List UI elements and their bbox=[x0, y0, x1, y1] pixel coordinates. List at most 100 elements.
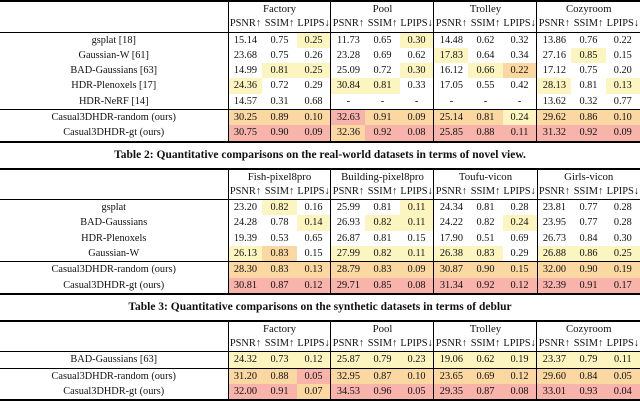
value-cell: 0.96 bbox=[365, 383, 400, 401]
value-cell: 25.09 bbox=[330, 63, 366, 79]
value-cell: 0.08 bbox=[399, 277, 434, 294]
corner-cell bbox=[0, 16, 228, 33]
metric-header: SSIM↑ bbox=[571, 16, 606, 33]
value-cell: 0.81 bbox=[365, 78, 400, 94]
value-cell: 13.86 bbox=[536, 32, 572, 48]
metric-header: LPIPS↓ bbox=[296, 16, 331, 33]
value-cell: 0.84 bbox=[571, 367, 606, 384]
value-cell: 32.36 bbox=[330, 125, 366, 142]
value-cell: 0.24 bbox=[502, 215, 537, 231]
value-cell: 0.34 bbox=[510, 49, 529, 61]
value-cell: 0.23 bbox=[399, 351, 434, 369]
value-cell: 0.17 bbox=[605, 277, 640, 294]
metric-header: PSNR↑ bbox=[227, 335, 263, 353]
value-cell: 0.26 bbox=[304, 49, 323, 61]
dataset-group-header: Toufu-vicon bbox=[433, 168, 537, 184]
metric-header: SSIM↑ bbox=[571, 183, 606, 201]
value-cell: 24.34 bbox=[433, 199, 469, 216]
value-cell: 34.53 bbox=[330, 383, 366, 401]
metric-header: LPIPS↓ bbox=[605, 16, 640, 33]
value-cell: 0.33 bbox=[407, 80, 426, 92]
dataset-group-header: Trolley bbox=[433, 320, 537, 336]
method-label: HDR-Plenoxels [17] bbox=[71, 80, 157, 92]
value-cell: 0.25 bbox=[296, 63, 331, 79]
value-cell: 0.12 bbox=[296, 277, 331, 294]
value-cell: 0.91 bbox=[571, 277, 606, 294]
value-cell: 0.62 bbox=[468, 351, 503, 369]
results-table: Factory Pool Trolley Cozyroom PSNR↑ SSIM↑ LPIP… bbox=[0, 319, 640, 402]
value-cell: 0.78 bbox=[270, 217, 289, 229]
value-cell: 0.15 bbox=[407, 232, 426, 244]
dataset-group-header: Pool bbox=[330, 320, 434, 336]
value-cell: 32.95 bbox=[330, 367, 366, 384]
method-label: gsplat [18] bbox=[91, 34, 136, 46]
metric-header: SSIM↑ bbox=[262, 183, 297, 201]
value-cell: 17.90 bbox=[433, 230, 469, 246]
method-label: Gaussian-W bbox=[88, 247, 140, 259]
value-cell: 14.48 bbox=[433, 32, 469, 48]
value-cell: 19.39 bbox=[227, 230, 263, 246]
value-cell: 0.72 bbox=[270, 80, 289, 92]
value-cell: 0.92 bbox=[468, 277, 503, 294]
value-cell: 0.12 bbox=[502, 367, 537, 384]
value-cell: 26.88 bbox=[536, 245, 572, 262]
missing-value-cell: - bbox=[433, 93, 469, 110]
value-cell: 0.93 bbox=[571, 383, 606, 401]
metric-header: PSNR↑ bbox=[536, 183, 572, 201]
value-cell: 0.25 bbox=[296, 32, 331, 48]
value-cell: 14.57 bbox=[227, 93, 263, 110]
baseline-row: Gaussian-W 26.13 0.83 0.15 27.99 0.82 0.11 26.3… bbox=[0, 245, 640, 262]
value-cell: 0.28 bbox=[613, 202, 632, 214]
value-cell: 26.93 bbox=[330, 215, 366, 231]
value-cell: 33.01 bbox=[536, 383, 572, 401]
value-cell: 0.75 bbox=[270, 49, 289, 61]
value-cell: 0.82 bbox=[365, 245, 400, 262]
value-cell: 0.83 bbox=[365, 261, 400, 278]
value-cell: 0.82 bbox=[476, 217, 495, 229]
value-cell: 0.69 bbox=[468, 367, 503, 384]
table-2-caption: Table 2: Quantitative comparisons on the… bbox=[114, 148, 526, 161]
corner-cell bbox=[0, 335, 228, 353]
value-cell: 0.19 bbox=[605, 261, 640, 278]
method-label: BAD-Gaussians bbox=[80, 217, 148, 229]
table-3-caption: Table 3: Quantitative comparisons on the… bbox=[128, 300, 512, 313]
method-label: Casual3DHDR-gt (ours) bbox=[63, 127, 165, 139]
method-label: HDR-Plenoxels bbox=[81, 232, 147, 244]
metric-header: PSNR↑ bbox=[227, 16, 263, 33]
value-cell: 29.35 bbox=[433, 383, 469, 401]
quant-table-synthetic-deblur: Fish-pixel8pro Building-pixel8pro Toufu-vi… bbox=[0, 167, 640, 295]
value-cell: 0.30 bbox=[613, 232, 632, 244]
value-cell: 0.24 bbox=[502, 108, 537, 126]
method-label: Casual3DHDR-random (ours) bbox=[0, 367, 228, 384]
dataset-group-header: Girls-vicon bbox=[536, 168, 640, 184]
value-cell: 17.12 bbox=[536, 63, 572, 79]
metric-header: PSNR↑ bbox=[433, 16, 469, 33]
value-cell: 23.28 bbox=[330, 47, 366, 64]
value-cell: 32.00 bbox=[227, 383, 263, 401]
dataset-group-header: Fish-pixel8pro bbox=[227, 168, 331, 184]
value-cell: 0.11 bbox=[399, 199, 434, 216]
value-cell: 0.15 bbox=[304, 247, 323, 259]
dataset-group-header: Trolley bbox=[433, 1, 537, 16]
value-cell: 0.10 bbox=[399, 367, 434, 384]
value-cell: 0.19 bbox=[502, 351, 537, 369]
value-cell: 30.84 bbox=[330, 78, 366, 94]
value-cell: 0.82 bbox=[365, 215, 400, 231]
value-cell: 0.85 bbox=[571, 47, 606, 64]
metric-header: SSIM↑ bbox=[262, 335, 297, 353]
metric-header: LPIPS↓ bbox=[399, 183, 434, 201]
value-cell: 31.20 bbox=[227, 367, 263, 384]
value-cell: 28.79 bbox=[330, 261, 366, 278]
value-cell: 0.76 bbox=[579, 34, 598, 46]
baseline-row: gsplat [18] 15.14 0.75 0.25 11.73 0.65 0.30 14.… bbox=[0, 32, 640, 48]
value-cell: 0.12 bbox=[296, 351, 331, 369]
value-cell: 29.60 bbox=[536, 367, 572, 384]
value-cell: 0.87 bbox=[262, 277, 297, 294]
method-label: Gaussian-W [61] bbox=[78, 49, 149, 61]
method-label: HDR-NeRF [14] bbox=[79, 95, 149, 107]
value-cell: 0.53 bbox=[270, 232, 289, 244]
value-cell: 0.11 bbox=[399, 245, 434, 262]
value-cell: 0.22 bbox=[502, 63, 537, 79]
corner-cell bbox=[0, 321, 228, 336]
